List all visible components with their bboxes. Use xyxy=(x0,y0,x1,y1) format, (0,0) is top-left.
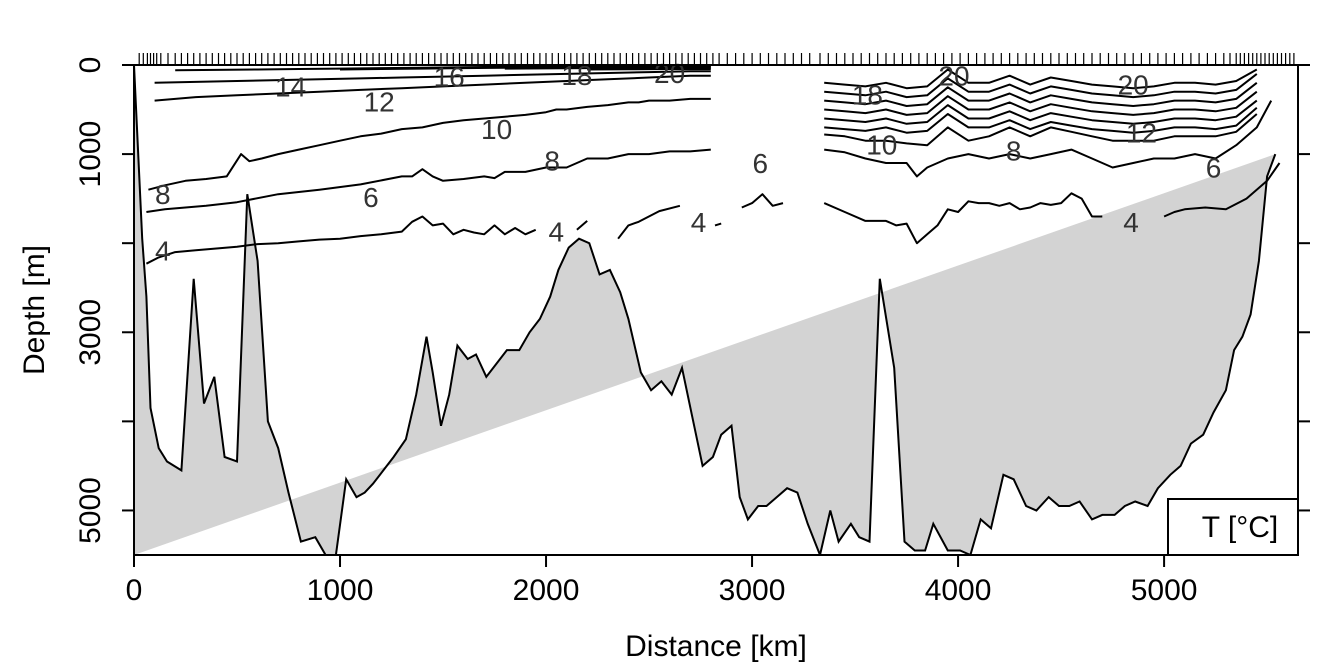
contour-4-segment xyxy=(1163,162,1281,218)
contour-12-segment xyxy=(824,99,1258,125)
y-axis: 0 1000 3000 5000 xyxy=(74,57,1310,544)
contour-label: 4 xyxy=(1123,207,1139,238)
contour-14-segment xyxy=(824,90,1258,116)
contour-12-segment xyxy=(154,70,711,84)
contour-label: 20 xyxy=(1118,70,1149,101)
legend-text: T [°C] xyxy=(1202,511,1278,544)
y-tick-label: 3000 xyxy=(74,299,107,366)
x-tick-label: 1000 xyxy=(307,574,374,607)
contour-10-segment xyxy=(824,107,1258,134)
contour-label: 16 xyxy=(434,62,465,93)
x-axis-title: Distance [km] xyxy=(625,630,807,663)
contour-4-segment xyxy=(576,220,588,231)
contour-label: 6 xyxy=(1206,153,1222,184)
contour-label: 4 xyxy=(155,235,171,266)
contour-8-segment xyxy=(824,113,1258,147)
contour-20-segment xyxy=(824,68,1258,90)
plot-frame xyxy=(133,64,1299,556)
temperature-contours xyxy=(145,65,1281,265)
contour-label: 12 xyxy=(1126,118,1157,149)
contour-6-segment xyxy=(824,100,1273,178)
contour-16-segment xyxy=(824,82,1258,107)
contour-18-segment xyxy=(504,66,711,70)
x-tick-label: 4000 xyxy=(925,574,992,607)
contour-label: 8 xyxy=(544,145,560,176)
contour-4-segment xyxy=(145,215,537,265)
contour-label: 10 xyxy=(866,129,897,160)
contour-18-segment xyxy=(824,73,1258,99)
contour-label: 8 xyxy=(1006,136,1022,167)
contour-8-segment xyxy=(148,97,711,191)
y-tick-label: 5000 xyxy=(74,477,107,544)
contour-label: 8 xyxy=(155,179,171,210)
y-tick-label: 1000 xyxy=(74,121,107,188)
x-tick-label: 2000 xyxy=(513,574,580,607)
station-ticks xyxy=(138,53,1295,65)
contour-label: 12 xyxy=(364,87,395,118)
contour-4-segment xyxy=(741,193,784,209)
bottom-topography xyxy=(134,65,1277,555)
contour-4-segment xyxy=(617,204,681,240)
contour-label: 10 xyxy=(481,114,512,145)
contour-10-segment xyxy=(154,74,711,102)
contour-label: 6 xyxy=(753,148,769,179)
contour-label: 4 xyxy=(691,207,707,238)
contour-label: 14 xyxy=(275,71,306,102)
bottom-fill xyxy=(134,65,1276,555)
bottom-outline xyxy=(134,65,1277,555)
contour-label: 6 xyxy=(363,182,379,213)
contour-4-segment xyxy=(714,222,722,227)
contour-4-segment xyxy=(823,192,1103,245)
contour-20-segment xyxy=(587,68,711,71)
contour-label: 4 xyxy=(549,217,565,248)
contour-label: 18 xyxy=(852,79,883,110)
legend-box: T [°C] xyxy=(1167,498,1299,556)
x-tick-label: 5000 xyxy=(1131,574,1198,607)
y-axis-title: Depth [m] xyxy=(18,245,51,375)
contour-6-segment xyxy=(146,148,711,213)
y-tick-label: 0 xyxy=(74,57,107,74)
x-axis: 0 1000 2000 3000 4000 5000 xyxy=(126,555,1198,607)
x-tick-label: 0 xyxy=(126,574,143,607)
x-tick-label: 3000 xyxy=(719,574,786,607)
